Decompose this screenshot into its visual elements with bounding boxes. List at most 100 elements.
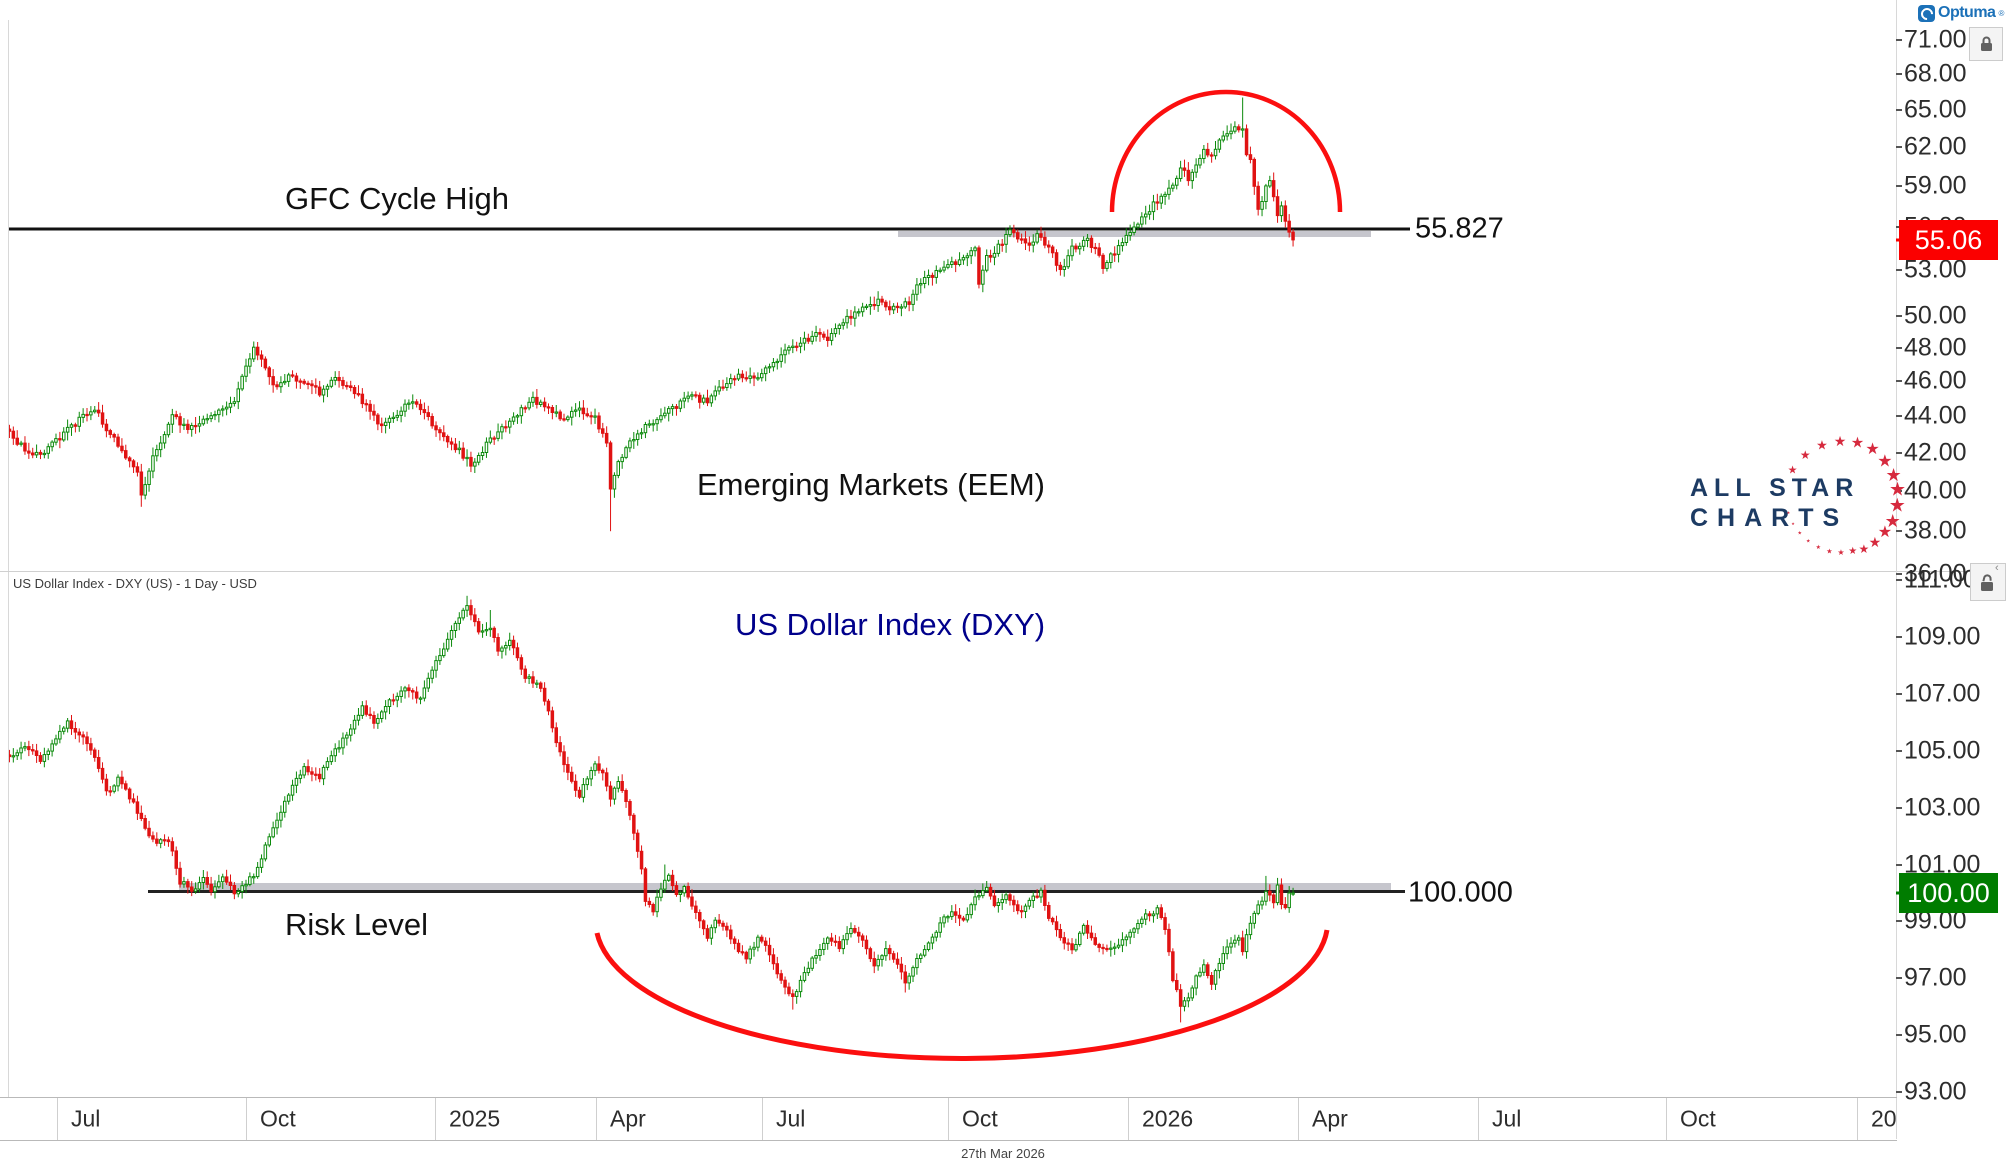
star-icon: ★ <box>1868 534 1882 551</box>
dxy-axis-tick <box>1896 636 1902 638</box>
x-axis-cell-border <box>596 1098 597 1140</box>
eem-title: Emerging Markets (EEM) <box>697 467 1045 502</box>
eem-axis-tick <box>1896 73 1902 76</box>
y-axis-border <box>1896 0 1897 1139</box>
registered-mark: ® <box>1998 8 2005 18</box>
dxy-pane[interactable] <box>8 595 1405 1061</box>
eem-axis-label: 65.00 <box>1904 95 1967 123</box>
eem-axis-label: 44.00 <box>1904 401 1967 430</box>
risk-level-label[interactable]: Risk Level <box>285 907 428 942</box>
watermark-line2: CHARTS <box>1690 504 1849 532</box>
x-axis-cell-border <box>57 1098 58 1140</box>
eem-axis-label: 71.00 <box>1904 25 1967 54</box>
x-axis-label: Oct <box>260 1105 296 1132</box>
eem-last-price-badge: 55.06 <box>1899 220 1998 260</box>
x-axis-label: 20 <box>1871 1105 1897 1132</box>
x-axis-label: 2026 <box>1142 1105 1194 1132</box>
pane-divider[interactable] <box>0 571 2006 572</box>
bottom-pane-lock-button[interactable]: ‹ <box>1970 562 2006 601</box>
watermark-line1: ALL STAR <box>1690 474 1860 502</box>
eem-level-price-label: 55.827 <box>1415 212 1504 245</box>
eem-axis-tick <box>1896 451 1902 454</box>
star-icon: ★ <box>1848 545 1858 557</box>
star-icon: ★ <box>1885 465 1902 486</box>
x-axis-cell-border <box>1857 1098 1858 1140</box>
eem-pane[interactable] <box>8 89 1410 532</box>
dxy-axis-label: 109.00 <box>1904 622 1981 651</box>
dxy-candlestick-series <box>8 595 1295 1023</box>
star-icon: ★ <box>1797 530 1802 537</box>
x-axis-cell-border <box>1298 1098 1299 1140</box>
dxy-level-price-label: 100.000 <box>1408 876 1513 909</box>
star-icon: ★ <box>1799 447 1811 462</box>
dxy-axis-tick <box>1896 692 1902 695</box>
eem-topping-arc[interactable] <box>1109 89 1343 213</box>
lock-open-icon <box>1981 573 1993 591</box>
x-axis-strip[interactable]: Jul Oct 2025 Apr Jul Oct 2026 Apr Jul Oct 20 <box>0 1097 1897 1141</box>
optuma-logo-text: Optuma <box>1938 4 1996 21</box>
star-icon: ★ <box>1850 434 1865 452</box>
gfc-cycle-high-label[interactable]: GFC Cycle High <box>285 181 509 216</box>
eem-axis-tick <box>1896 39 1902 42</box>
dxy-axis-tick <box>1896 920 1902 923</box>
dxy-axis-tick <box>1896 806 1902 809</box>
star-icon: ★ <box>1837 547 1845 557</box>
dxy-basing-arc[interactable] <box>594 929 1330 1061</box>
eem-axis-label: 40.00 <box>1904 476 1967 505</box>
star-icon: ★ <box>1791 521 1795 527</box>
dxy-pane-caption: US Dollar Index - DXY (US) - 1 Day - USD <box>13 576 257 591</box>
chart-left-border <box>8 20 9 1097</box>
dxy-axis-label: 95.00 <box>1904 1020 1967 1049</box>
dxy-level-highlight-band <box>179 883 1391 890</box>
footer-date: 27th Mar 2026 <box>961 1146 1045 1161</box>
eem-axis-tick <box>1896 572 1902 575</box>
star-icon: ★ <box>1826 548 1833 556</box>
x-axis-cell-border <box>246 1098 247 1140</box>
star-icon: ★ <box>1787 464 1798 477</box>
eem-axis-label: 42.00 <box>1904 438 1967 467</box>
eem-axis-tick <box>1896 314 1902 317</box>
dxy-last-price-badge: 100.00 <box>1899 873 1998 913</box>
eem-axis-tick <box>1896 415 1902 418</box>
eem-axis-label: 46.00 <box>1904 366 1967 395</box>
dxy-axis-tick <box>1896 1034 1902 1037</box>
star-icon: ★ <box>1877 523 1893 541</box>
dxy-axis-label: 111.00 <box>1904 565 1977 594</box>
dxy-axis-tick <box>1896 863 1902 866</box>
eem-axis-tick <box>1896 145 1902 148</box>
eem-axis-tick <box>1896 346 1902 349</box>
dxy-axis-tick <box>1896 977 1902 980</box>
dxy-axis-label: 93.00 <box>1904 1077 1967 1106</box>
top-pane-lock-button[interactable] <box>1969 27 2003 61</box>
eem-axis-tick <box>1896 268 1902 271</box>
x-axis-label: Oct <box>962 1105 998 1132</box>
x-axis-cell-border <box>762 1098 763 1140</box>
star-icon: ★ <box>1815 544 1822 551</box>
x-axis-label: Jul <box>776 1105 806 1132</box>
dxy-title: US Dollar Index (DXY) <box>735 607 1046 642</box>
star-icon: ★ <box>1806 538 1811 545</box>
star-icon: ★ <box>1865 441 1880 459</box>
x-axis-cell-border <box>1128 1098 1129 1140</box>
x-axis-label: Oct <box>1680 1105 1716 1132</box>
dxy-axis-label: 105.00 <box>1904 736 1981 765</box>
x-axis-cell-border <box>948 1098 949 1140</box>
eem-axis-label: 48.00 <box>1904 333 1967 362</box>
x-axis-label: Apr <box>1312 1105 1348 1132</box>
x-axis-cell-border <box>1478 1098 1479 1140</box>
eem-axis-label: 50.00 <box>1904 301 1967 330</box>
star-icon: ★ <box>1877 451 1893 471</box>
collapse-chevron-icon[interactable]: ‹ <box>1995 562 1999 574</box>
eem-axis-tick <box>1896 489 1902 492</box>
dxy-axis-label: 107.00 <box>1904 679 1981 708</box>
dxy-axis-label: 103.00 <box>1904 793 1981 822</box>
star-icon: ★ <box>1884 510 1901 531</box>
optuma-logo: Optuma ® <box>1918 3 2004 23</box>
eem-axis-tick <box>1896 108 1902 111</box>
eem-axis-label: 62.00 <box>1904 132 1967 161</box>
star-icon: ★ <box>1889 479 1907 501</box>
star-icon: ★ <box>1888 495 1906 517</box>
x-axis-label: Jul <box>1492 1105 1522 1132</box>
